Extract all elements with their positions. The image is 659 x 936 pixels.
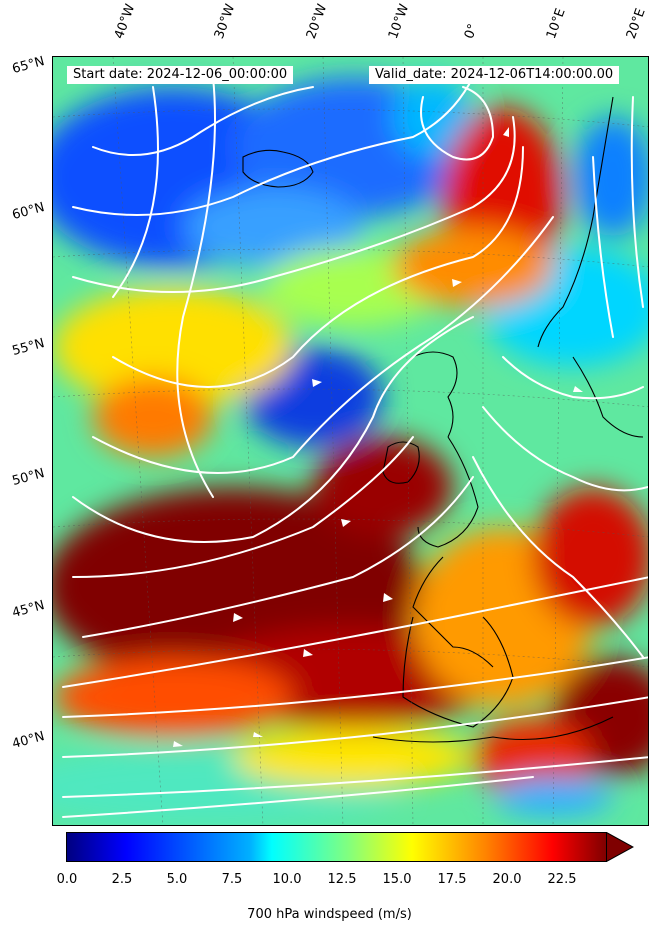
colorbar-label: 700 hPa windspeed (m/s) bbox=[247, 907, 412, 922]
lat-label-55n: 55°N bbox=[10, 336, 47, 359]
colorbar-tick: 17.5 bbox=[437, 872, 467, 887]
colorbar-tick: 12.5 bbox=[327, 872, 357, 887]
arrow-icon bbox=[253, 732, 263, 737]
start-date-label: Start date: 2024-12-06_00:00:00 bbox=[67, 66, 294, 84]
streamline bbox=[72, 116, 516, 293]
colorbar-tick: 0.0 bbox=[56, 872, 78, 887]
colorbar-tick: 5.0 bbox=[166, 872, 188, 887]
colorbar-extend-arrow bbox=[606, 832, 634, 862]
arrow-icon bbox=[173, 741, 183, 747]
lon-label-20w: 20°W bbox=[303, 2, 331, 41]
streamline bbox=[92, 86, 314, 156]
streamline bbox=[62, 576, 648, 688]
streamline bbox=[92, 216, 554, 474]
streamline bbox=[592, 156, 614, 338]
coastlines bbox=[242, 96, 644, 743]
lat-label-60n: 60°N bbox=[10, 200, 47, 223]
valid-date-label: Valid_date: 2024-12-06T14:00:00.00 bbox=[369, 66, 620, 84]
lon-label-30w: 30°W bbox=[211, 2, 239, 41]
streamline bbox=[112, 146, 524, 388]
colorbar-tick: 22.5 bbox=[547, 872, 577, 887]
arrow-icon bbox=[312, 379, 322, 387]
streamline bbox=[112, 86, 159, 298]
streamline bbox=[502, 356, 644, 400]
lat-label-45n: 45°N bbox=[10, 598, 47, 621]
arrow-icon bbox=[573, 386, 583, 392]
scandinavia-inner-coast bbox=[572, 356, 644, 438]
streamline bbox=[62, 656, 648, 718]
colorbar-tick: 15.0 bbox=[382, 872, 412, 887]
iberia-coast bbox=[402, 616, 514, 728]
streamline bbox=[482, 406, 648, 492]
lon-label-10e: 10°E bbox=[543, 6, 569, 42]
lon-label-10w: 10°W bbox=[385, 2, 413, 41]
streamline bbox=[72, 436, 414, 578]
scotland-coast bbox=[412, 351, 458, 438]
colorbar-tick: 7.5 bbox=[221, 872, 243, 887]
arrow-icon bbox=[233, 613, 243, 622]
norway-coast bbox=[537, 96, 614, 348]
streamline-arrows bbox=[173, 127, 583, 747]
lat-label-65n: 65°N bbox=[10, 54, 47, 77]
lon-label-0: 0° bbox=[461, 21, 482, 41]
arrow-icon bbox=[341, 519, 351, 527]
streamline bbox=[420, 86, 495, 161]
streamline bbox=[72, 316, 474, 543]
ireland-coast bbox=[382, 441, 420, 484]
streamline bbox=[472, 456, 644, 658]
wind-field bbox=[53, 77, 648, 825]
north-africa-coast bbox=[372, 716, 614, 743]
streamlines bbox=[62, 76, 648, 818]
colorbar-tick: 2.5 bbox=[111, 872, 133, 887]
streamline bbox=[176, 76, 216, 498]
colorbar bbox=[66, 832, 634, 862]
arrow-icon bbox=[503, 127, 509, 137]
streamline bbox=[62, 756, 648, 798]
france-coast bbox=[412, 556, 494, 668]
colorbar-gradient bbox=[66, 832, 607, 862]
streamline bbox=[62, 776, 534, 818]
britain-coast bbox=[417, 436, 479, 548]
lon-label-20e: 20°E bbox=[623, 6, 649, 42]
colorbar-tick: 10.0 bbox=[272, 872, 302, 887]
streamline bbox=[630, 96, 644, 308]
streamline bbox=[72, 76, 474, 216]
colorbar-tick: 20.0 bbox=[492, 872, 522, 887]
lat-label-40n: 40°N bbox=[10, 729, 47, 752]
streamline bbox=[62, 696, 648, 758]
lat-label-50n: 50°N bbox=[10, 466, 47, 489]
streamline bbox=[82, 476, 474, 638]
lon-label-40w: 40°W bbox=[111, 2, 139, 41]
wind-map: Start date: 2024-12-06_00:00:00 Valid_da… bbox=[52, 56, 649, 826]
arrow-icon bbox=[452, 279, 462, 287]
arrow-icon bbox=[383, 593, 393, 602]
arrow-icon bbox=[303, 649, 313, 657]
